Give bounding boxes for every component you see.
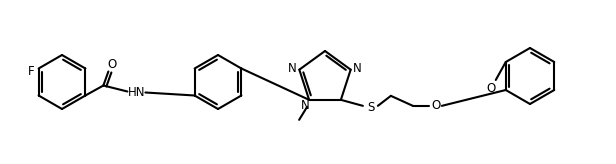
- Text: N: N: [354, 62, 362, 75]
- Text: HN: HN: [128, 86, 145, 99]
- Text: S: S: [367, 101, 375, 114]
- Text: O: O: [108, 58, 117, 71]
- Text: F: F: [28, 65, 35, 78]
- Text: O: O: [431, 99, 440, 112]
- Text: N: N: [301, 99, 309, 112]
- Text: N: N: [288, 62, 297, 75]
- Text: O: O: [486, 82, 495, 94]
